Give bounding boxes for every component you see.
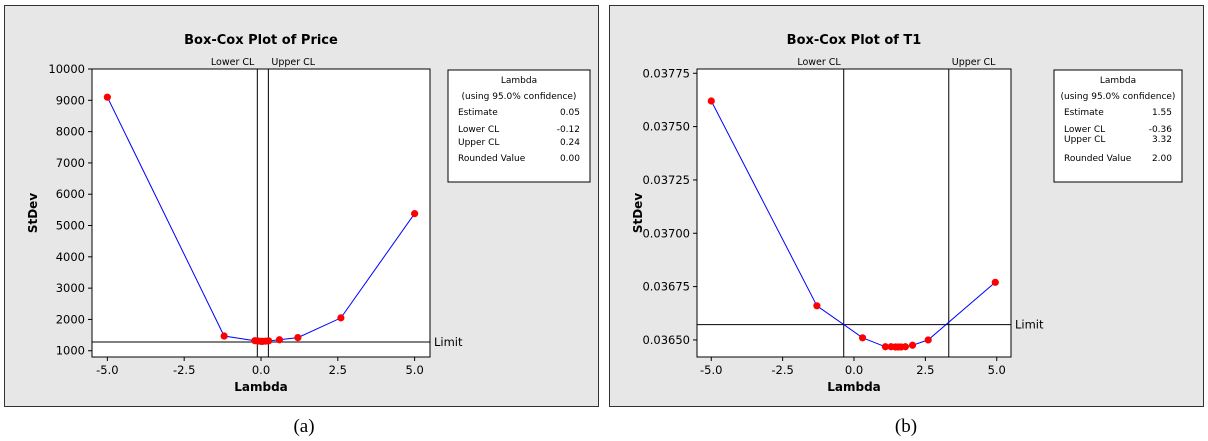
x-tick-label: 0.0 — [845, 363, 863, 377]
legend-row-label: Lower CL — [1064, 125, 1105, 135]
lower-cl-label: Lower CL — [797, 57, 841, 68]
y-tick-label: 7000 — [56, 156, 85, 170]
data-point — [881, 343, 889, 351]
legend-row-label: Rounded Value — [1064, 154, 1132, 164]
y-axis-label: StDev — [26, 193, 40, 233]
x-axis-label: Lambda — [234, 380, 288, 394]
limit-label: Limit — [1015, 318, 1044, 332]
y-tick-label: 8000 — [56, 125, 85, 139]
legend-row-label: Estimate — [1064, 108, 1104, 118]
y-tick-label: 0.03775 — [642, 66, 690, 80]
y-tick-label: 6000 — [56, 187, 85, 201]
lower-cl-label: Lower CL — [211, 57, 255, 68]
data-point — [265, 337, 273, 345]
y-tick-label: 0.03650 — [642, 333, 690, 347]
y-tick-label: 10000 — [48, 62, 85, 76]
legend-row-value: 2.00 — [1152, 154, 1172, 164]
data-point — [858, 334, 867, 342]
data-point — [411, 210, 419, 218]
legend-title: Lambda — [501, 76, 537, 86]
data-point — [337, 314, 345, 322]
data-point — [103, 93, 111, 101]
data-point — [991, 278, 999, 286]
legend-box — [1053, 69, 1183, 183]
upper-cl-label: Upper CL — [952, 57, 996, 68]
y-tick-label: 9000 — [56, 93, 85, 107]
legend-row-value: -0.36 — [1149, 125, 1173, 135]
data-point — [908, 341, 917, 349]
x-axis-label: Lambda — [827, 380, 881, 394]
boxcox-chart-price: Box-Cox Plot of Price 1000 2000 3000 4000 500… — [26, 33, 591, 394]
limit-label: Limit — [434, 335, 463, 349]
legend-title: Lambda — [1100, 76, 1136, 86]
y-tick-label: 2000 — [56, 312, 85, 326]
data-point — [813, 302, 821, 310]
chart-panel-t1: Box-Cox Plot of T1 0.03650 0.03675 0.03700 0… — [609, 5, 1204, 407]
data-point — [294, 333, 302, 342]
x-tick-label: -2.5 — [173, 363, 195, 377]
y-tick-label: 1000 — [56, 344, 85, 358]
plot-area — [696, 68, 1012, 358]
data-point — [707, 97, 715, 105]
legend-row-value: 0.24 — [560, 138, 580, 148]
x-tick-label: -5.0 — [96, 363, 118, 377]
legend-subtitle: (using 95.0% confidence) — [1061, 92, 1176, 102]
legend-row-value: 1.55 — [1152, 108, 1172, 118]
legend-row-label: Rounded Value — [458, 154, 526, 164]
data-point — [901, 343, 909, 351]
y-axis-label: StDev — [631, 193, 645, 233]
legend-row-value: 0.05 — [560, 108, 580, 118]
y-tick-label: 0.03750 — [642, 120, 690, 134]
plot-area — [91, 68, 431, 358]
y-tick-label: 4000 — [56, 250, 85, 264]
x-tick-label: 2.5 — [329, 363, 347, 377]
y-tick-label: 0.03700 — [642, 226, 690, 240]
y-tick-label: 5000 — [56, 219, 85, 233]
legend-box — [447, 69, 591, 183]
data-point — [220, 332, 228, 340]
boxcox-chart-t1: Box-Cox Plot of T1 0.03650 0.03675 0.03700 0… — [631, 33, 1183, 394]
x-tick-label: 5.0 — [988, 363, 1006, 377]
legend-row-value: 0.00 — [560, 154, 580, 164]
x-tick-label: 2.5 — [916, 363, 934, 377]
y-tick-label: 3000 — [56, 281, 85, 295]
x-tick-label: -2.5 — [771, 363, 793, 377]
legend-row-label: Upper CL — [458, 138, 499, 148]
chart-title: Box-Cox Plot of Price — [184, 33, 338, 48]
legend-subtitle: (using 95.0% confidence) — [462, 92, 577, 102]
chart-panel-price: Box-Cox Plot of Price 1000 2000 3000 4000 500… — [4, 5, 599, 407]
legend-row-label: Estimate — [458, 108, 498, 118]
caption-a: (a) — [293, 416, 315, 437]
y-tick-label: 0.03725 — [642, 173, 690, 187]
legend-row-value: 3.32 — [1152, 135, 1172, 145]
chart-title: Box-Cox Plot of T1 — [787, 33, 922, 48]
legend-row-label: Lower CL — [458, 125, 499, 135]
x-tick-label: -5.0 — [700, 363, 722, 377]
data-point — [924, 336, 932, 344]
legend-row-value: -0.12 — [557, 125, 580, 135]
legend-row-label: Upper CL — [1064, 135, 1105, 145]
y-tick-label: 0.03675 — [642, 280, 690, 294]
x-tick-label: 5.0 — [405, 363, 423, 377]
caption-b: (b) — [894, 416, 918, 437]
upper-cl-label: Upper CL — [271, 57, 315, 68]
data-point — [275, 336, 284, 344]
x-tick-label: 0.0 — [252, 363, 270, 377]
